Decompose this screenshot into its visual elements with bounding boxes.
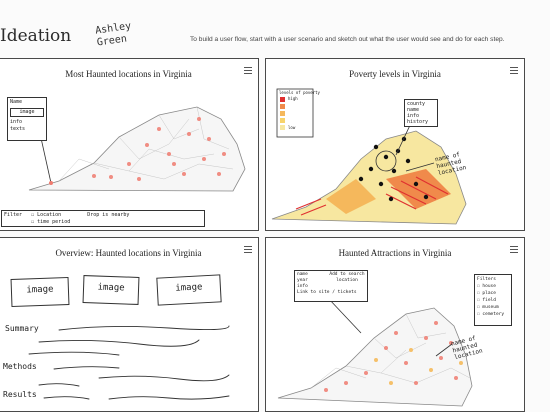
legend-high: high — [288, 96, 298, 101]
filters-box: Filters ☐ house ☐ place ☐ field ☐ museum… — [474, 274, 512, 326]
panel-title: Overview: Haunted locations in Virginia — [55, 248, 202, 258]
info-county: county — [407, 101, 426, 107]
county-info-box: county name info history — [404, 99, 438, 127]
summary-heading: Summary — [5, 324, 39, 333]
panel-most-haunted: Most Haunted locations in Virginia Name … — [0, 58, 259, 231]
info-name: name — [297, 272, 308, 277]
methods-heading: Methods — [3, 362, 37, 371]
filter-field[interactable]: ☐ field — [477, 298, 496, 303]
virginia-map — [28, 106, 246, 192]
menu-icon[interactable] — [510, 246, 518, 255]
panel-title: Haunted Attractions in Virginia — [338, 248, 452, 258]
menu-icon[interactable] — [510, 67, 518, 76]
panel-attractions: Haunted Attractions in Virginia name Add… — [265, 237, 525, 412]
filter-dropdown-text[interactable]: Drop is nearby — [87, 212, 130, 218]
filter-label: Filter — [4, 212, 23, 218]
menu-icon[interactable] — [244, 246, 252, 255]
info-name: name — [407, 107, 420, 113]
tooltip-name: Name — [10, 99, 23, 105]
instructions-text: To build a user flow, start with a user … — [190, 36, 505, 43]
tooltip-texts: texts — [10, 126, 26, 132]
tooltip-info: info — [10, 119, 23, 125]
filter-house[interactable]: ☐ house — [477, 284, 496, 289]
panel-overview: Overview: Haunted locations in Virginia … — [0, 237, 259, 412]
info-year: year — [297, 278, 308, 283]
info-add-location[interactable]: Add to search location — [329, 272, 365, 283]
legend-title: levels of poverty — [279, 90, 320, 95]
info-ticket-link[interactable]: Link to site / tickets — [297, 290, 357, 295]
attractions-map — [277, 297, 473, 407]
text-scribbles — [28, 325, 230, 400]
results-heading: Results — [3, 390, 37, 399]
menu-icon[interactable] — [244, 67, 252, 76]
location-info-box: name Add to search location year info Li… — [294, 270, 368, 302]
info-history: history — [407, 119, 429, 125]
info-info: info — [297, 284, 308, 289]
panel-title: Poverty levels in Virginia — [349, 69, 441, 79]
panel-poverty: Poverty levels in Virginia levels of pov… — [265, 58, 525, 231]
filter-bar[interactable]: Filter ☐ Location ☐ time period Drop is … — [1, 210, 205, 227]
info-info: info — [407, 113, 420, 119]
header-title: Ideation — [0, 26, 72, 46]
filter-option-time[interactable]: ☐ time period — [31, 219, 71, 225]
author-name: Ashley Green — [94, 20, 132, 49]
filter-option-location[interactable]: ☐ Location — [31, 212, 62, 218]
tooltip-image: image — [10, 108, 44, 117]
filter-museum[interactable]: ☐ museum — [477, 305, 499, 310]
filters-title: Filters — [477, 277, 496, 282]
poverty-map — [271, 88, 467, 225]
filter-place[interactable]: ☐ place — [477, 291, 496, 296]
panel-title: Most Haunted locations in Virginia — [65, 69, 192, 79]
filter-cemetery[interactable]: ☐ cemetery — [477, 312, 505, 317]
legend-low: low — [288, 125, 296, 130]
tooltip-box: Name image info texts — [7, 97, 47, 141]
